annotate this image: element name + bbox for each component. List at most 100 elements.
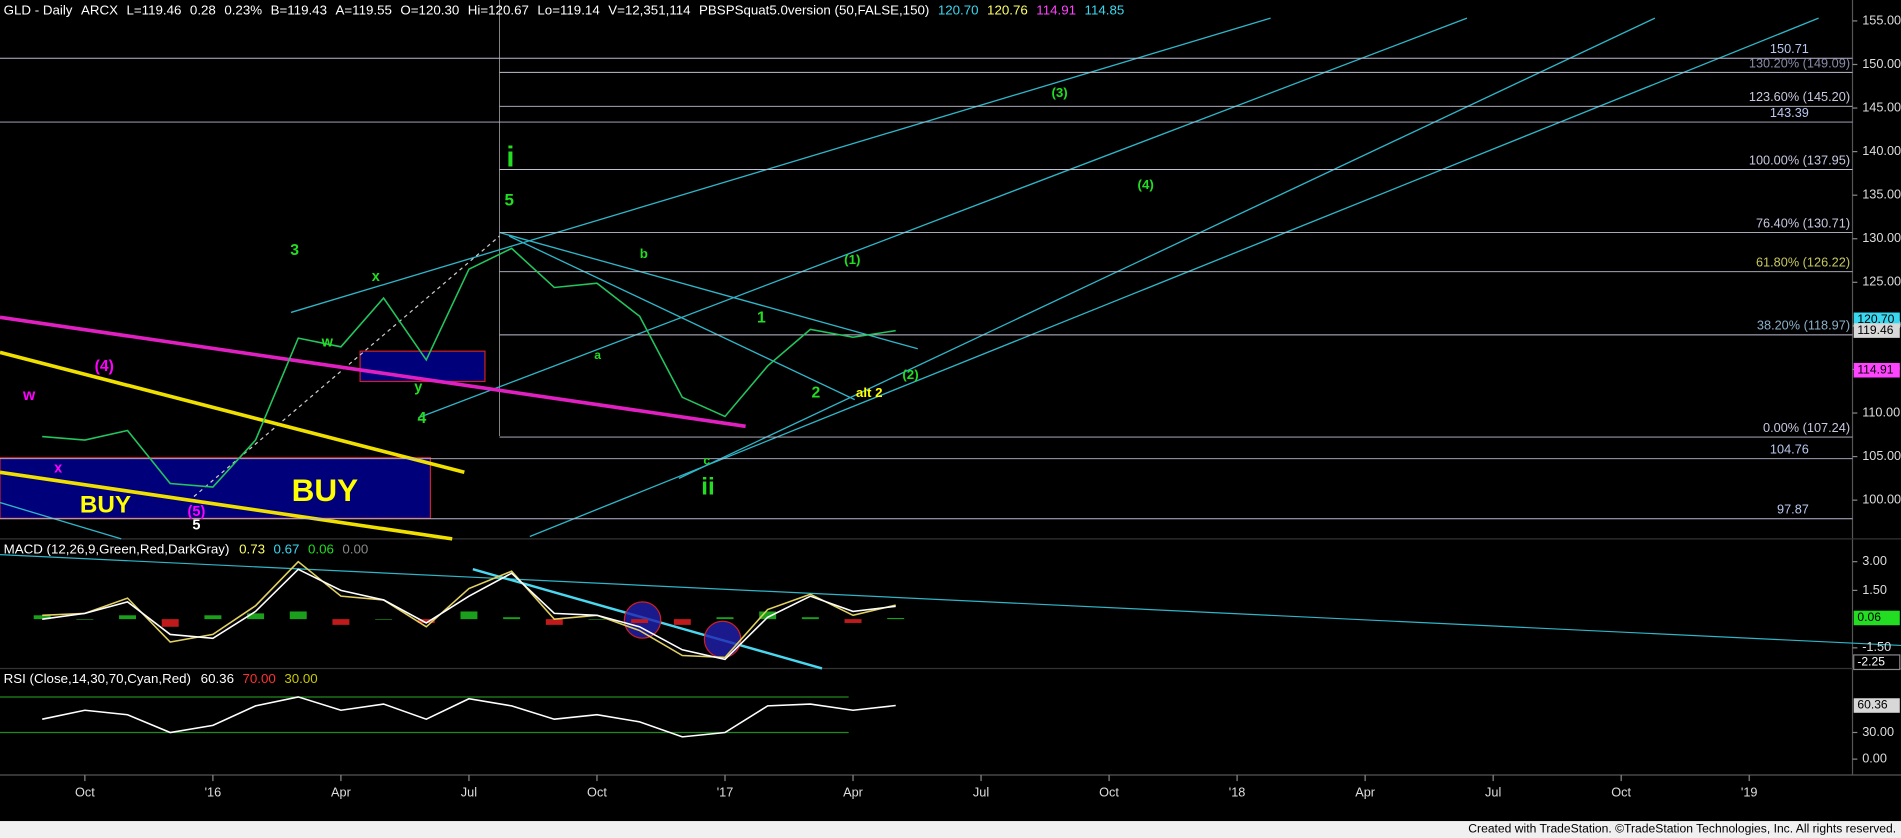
- header-item: V=12,351,114: [608, 2, 691, 17]
- y-tick-label: 130.00: [1862, 230, 1901, 245]
- footer-bar: [0, 821, 1901, 838]
- panel-value: 0.06: [308, 541, 334, 556]
- header-item: 0.23%: [224, 2, 262, 17]
- wave-label: 5: [192, 517, 200, 533]
- header-item: Hi=120.67: [468, 2, 529, 17]
- value-tag: [1853, 610, 1900, 626]
- histogram-bar: [631, 619, 649, 623]
- data-line: [42, 247, 896, 488]
- panel-title: RSI (Close,14,30,70,Cyan,Red): [4, 671, 191, 686]
- value-tag: [1853, 362, 1900, 378]
- panel-title: MACD (12,26,9,Green,Red,DarkGray): [4, 541, 230, 556]
- histogram-bar: [716, 617, 734, 620]
- wave-label: 3: [290, 242, 299, 259]
- level-label: 104.76: [1770, 442, 1809, 457]
- x-tick-label: Apr: [331, 785, 352, 800]
- channel-line: [678, 17, 1656, 479]
- wave-label: (3): [1051, 85, 1067, 100]
- data-line: [42, 560, 896, 659]
- y-tick-label: 135.00: [1862, 187, 1901, 202]
- x-tick-label: '18: [1229, 785, 1246, 800]
- channel-line: [418, 17, 1468, 419]
- histogram-bar: [33, 615, 51, 620]
- macd-marker: [703, 620, 742, 659]
- value-tag: [1853, 698, 1900, 713]
- value-tag-label: 114.91: [1857, 362, 1893, 376]
- data-line: [42, 568, 896, 661]
- histogram-bar: [289, 611, 307, 620]
- wave-label: BUY: [292, 472, 359, 508]
- x-tick-label: Oct: [1611, 785, 1631, 800]
- histogram-bar: [119, 615, 137, 620]
- panel-value: 60.36: [201, 671, 234, 686]
- fib-label: 100.00% (137.95): [1749, 152, 1850, 167]
- value-tag-label: 0.06: [1857, 610, 1881, 624]
- fib-label: 130.20% (149.09): [1749, 55, 1850, 70]
- value-tag-label: 120.70: [1857, 312, 1894, 326]
- header-item: B=119.43: [271, 2, 327, 17]
- header-item: 114.85: [1085, 2, 1125, 17]
- y-tick-label: 110.00: [1862, 404, 1900, 419]
- buy-zone: [359, 350, 486, 383]
- histogram-bar: [247, 613, 265, 620]
- x-tick-label: Oct: [1099, 785, 1119, 800]
- wave-label: 4: [418, 410, 427, 427]
- header-item: GLD - Daily: [4, 2, 73, 17]
- histogram-bar: [588, 619, 606, 620]
- fib-label: 76.40% (130.71): [1756, 215, 1850, 230]
- y-tick-label: 145.00: [1862, 99, 1901, 114]
- y-tick-label: 105.00: [1862, 448, 1901, 463]
- level-label: 143.39: [1770, 105, 1809, 120]
- header-item: L=119.46: [126, 2, 181, 17]
- fib-label: 38.20% (118.97): [1757, 318, 1850, 333]
- x-tick-label: Jul: [1485, 785, 1501, 800]
- x-tick-label: '16: [205, 785, 222, 800]
- dashed-trend: [193, 235, 500, 497]
- y-tick-label: 100.00: [1862, 492, 1901, 507]
- y-tick-label: -1.50: [1862, 639, 1891, 654]
- y-tick-label: 30.00: [1862, 724, 1894, 739]
- panel-value: 70.00: [242, 671, 275, 686]
- x-tick-label: Apr: [1355, 785, 1376, 800]
- histogram-bar: [545, 619, 563, 625]
- histogram-bar: [801, 617, 819, 620]
- value-tag-label: 119.46: [1857, 323, 1893, 337]
- channel-line: [0, 501, 122, 540]
- buy-zone: [0, 457, 431, 519]
- x-tick-label: Oct: [75, 785, 95, 800]
- panel-value: 30.00: [284, 671, 317, 686]
- header-item: 120.76: [987, 2, 1028, 17]
- header-item: 120.70: [938, 2, 979, 17]
- x-tick-label: Oct: [587, 785, 607, 800]
- channel-line: [529, 17, 1819, 538]
- value-tag: [1853, 654, 1901, 671]
- y-tick-label: 1.50: [1862, 582, 1887, 597]
- wave-label: (2): [902, 367, 918, 382]
- panel-value: 0.67: [274, 541, 300, 556]
- channel-line: [508, 235, 856, 401]
- fib-label: 0.00% (107.24): [1763, 420, 1850, 435]
- wave-label: BUY: [80, 492, 131, 519]
- wave-label: c: [703, 454, 710, 468]
- x-tick-label: '19: [1741, 785, 1758, 800]
- yellow-trend: [0, 470, 453, 541]
- fib-label: 123.60% (145.20): [1749, 89, 1850, 104]
- magenta-trend: [0, 315, 746, 429]
- value-tag-label: 60.36: [1857, 698, 1888, 712]
- header-item: 0.28: [190, 2, 216, 17]
- histogram-bar: [503, 617, 521, 620]
- x-tick-label: Apr: [843, 785, 864, 800]
- wave-label: (4): [95, 358, 114, 375]
- data-line: [42, 696, 896, 738]
- histogram-bar: [204, 615, 222, 620]
- wave-label: 2: [812, 385, 821, 402]
- header-item: 114.91: [1036, 2, 1076, 17]
- wave-label: x: [54, 460, 62, 476]
- x-tick-label: Jul: [973, 785, 989, 800]
- x-tick-label: Jul: [461, 785, 477, 800]
- wave-label: (5): [188, 504, 206, 520]
- value-tag: [1853, 323, 1900, 338]
- wave-label: b: [640, 246, 648, 261]
